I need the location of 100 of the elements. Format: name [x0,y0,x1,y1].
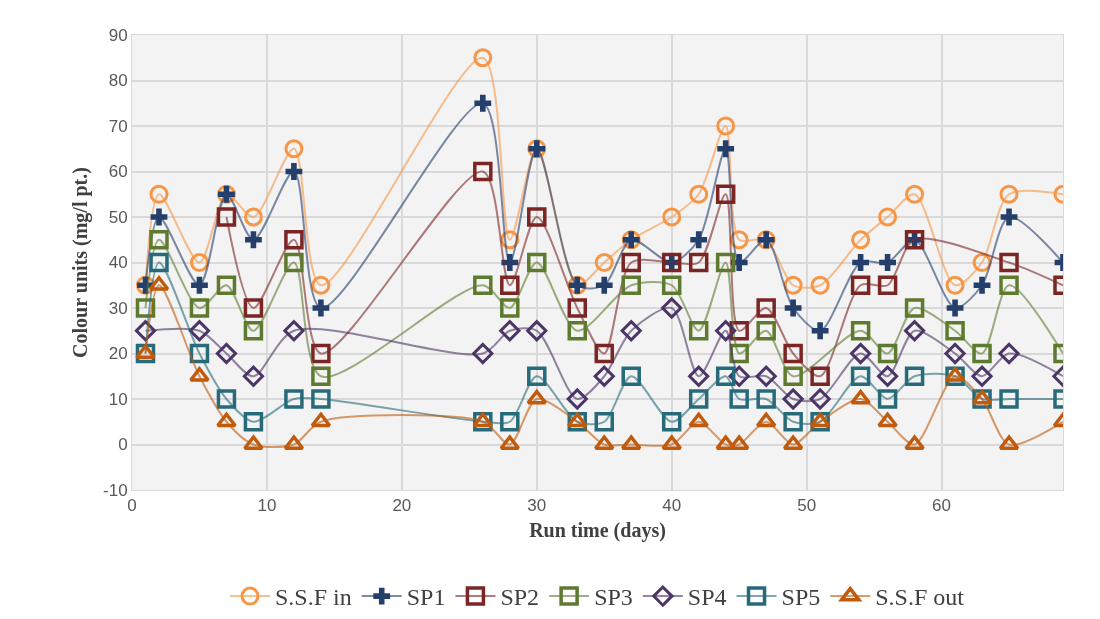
point [876,365,899,387]
point [877,412,898,428]
point [243,207,263,227]
point [688,365,710,387]
legend-label: SP5 [781,584,821,611]
legend-label: SP2 [500,584,540,611]
point [243,298,264,318]
y-tick-label: 50 [108,207,128,227]
point [189,253,209,272]
point [284,252,304,273]
legend-label: S.S.F out [875,584,965,611]
point [501,254,519,271]
point [810,275,830,295]
x-tick-label: 10 [257,496,277,516]
point [526,389,548,405]
point [216,275,237,295]
point [972,343,992,364]
y-tick-label: -10 [103,480,128,500]
x-tick-label: 30 [527,496,547,516]
x-tick-label: 20 [392,496,412,516]
x-axis-title: Run time (days) [529,518,666,542]
point [661,412,682,432]
point [852,254,870,271]
point [188,320,211,342]
point [877,275,898,295]
point [285,163,303,180]
point [717,140,735,158]
point [999,275,1019,295]
point [500,412,520,432]
point [312,299,330,317]
point [715,366,736,386]
point [473,161,493,182]
point [688,252,709,273]
point [245,231,262,249]
point [999,252,1019,273]
point [756,321,776,341]
y-tick-label: 70 [108,116,128,136]
legend-label: S.S.F in [275,584,352,611]
point [946,299,964,317]
point [310,412,332,428]
point [661,275,682,295]
point [567,321,588,341]
y-tick-label: 0 [118,435,128,455]
point [756,389,776,409]
point [593,365,615,387]
point [500,298,520,318]
legend-label: SP4 [687,584,727,611]
point [472,342,494,365]
point [621,252,641,273]
point [134,320,157,342]
point [756,298,776,318]
point [662,207,682,227]
point [594,343,614,364]
y-tick-label: 10 [108,389,128,409]
y-tick-label: 40 [108,253,128,273]
point [850,321,871,341]
point [811,322,829,340]
point [620,320,642,342]
point [999,184,1019,204]
point [877,389,898,409]
point [149,252,169,273]
point [149,184,169,204]
point [877,343,898,364]
point [688,321,709,341]
y-tick-label: 20 [108,344,128,364]
point [243,412,264,432]
point [729,389,749,409]
point [904,298,925,318]
point [216,389,237,409]
point [150,208,168,226]
y-tick-label: 90 [108,25,128,45]
point [243,435,264,450]
legend-label: SP1 [406,584,446,611]
point [499,320,521,342]
point [284,389,304,409]
x-tick-label: 40 [662,496,682,516]
point [850,366,871,386]
point [243,321,264,341]
point [526,320,548,342]
point [688,412,710,428]
y-tick-label: 60 [108,162,128,182]
x-tick-label: 60 [932,496,952,516]
point [850,389,872,405]
point [729,343,749,364]
point [472,412,494,428]
point [189,298,210,318]
point [784,299,802,317]
y-axis-title: Colour units (mg/l pt.) [68,167,92,358]
point [755,365,777,387]
point [500,230,520,250]
point [809,412,831,428]
point [594,412,614,432]
point [998,342,1020,365]
point [311,366,331,386]
point [149,230,169,250]
point [311,275,331,295]
legend-label: SP3 [594,584,633,611]
point [283,320,305,342]
point [216,412,237,428]
point [527,207,547,227]
